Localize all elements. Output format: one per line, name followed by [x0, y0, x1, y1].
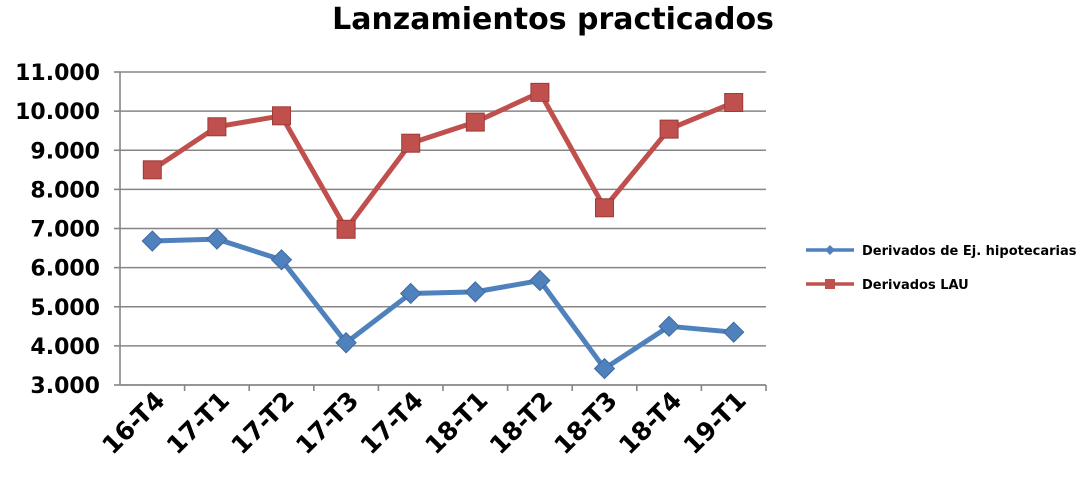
y-tick-label: 4.000	[30, 335, 100, 360]
data-point	[529, 269, 551, 292]
x-tick-label: 16-T4	[96, 386, 170, 460]
y-tick-labels: 3.000 4.000 5.000 6.000 7.000 8.000 9.000 10.00…	[15, 61, 100, 399]
data-point	[659, 119, 679, 139]
y-tick-label: 11.000	[15, 61, 100, 86]
y-tick-label: 6.000	[30, 257, 100, 282]
y-tick-label: 8.000	[30, 178, 100, 203]
axes	[114, 71, 767, 391]
data-point	[724, 93, 744, 113]
legend: Derivados de Ej. hipotecarias Derivados L…	[806, 244, 1077, 293]
data-point	[399, 282, 422, 305]
y-tick-label: 9.000	[30, 139, 100, 164]
y-tick-label: 7.000	[30, 218, 100, 243]
legend-label: Derivados de Ej. hipotecarias	[862, 244, 1077, 259]
x-tick-label: 17-T4	[355, 386, 429, 460]
data-point	[593, 357, 616, 380]
legend-marker-square	[825, 279, 835, 289]
data-point	[722, 321, 745, 343]
x-tick-label: 17-T2	[226, 386, 300, 460]
legend-label: Derivados LAU	[862, 278, 969, 293]
y-tick-label: 10.000	[15, 100, 100, 125]
y-tick-label: 5.000	[30, 296, 100, 321]
chart-title: Lanzamientos practicados	[332, 2, 774, 37]
data-point	[207, 117, 227, 137]
data-point	[401, 133, 421, 153]
data-point	[270, 249, 293, 271]
data-point	[658, 315, 680, 338]
series-line-0	[152, 236, 734, 372]
data-point	[465, 112, 485, 132]
data-point	[142, 160, 162, 180]
data-point	[141, 230, 164, 252]
x-tick-label: 18-T2	[484, 386, 558, 460]
data-point	[272, 106, 291, 126]
data-point	[464, 281, 487, 303]
data-point	[530, 82, 550, 102]
x-tick-label: 18-T3	[549, 386, 623, 460]
x-tick-label: 17-T1	[161, 386, 235, 460]
y-tick-label: 3.000	[30, 374, 100, 399]
x-tick-label: 18-T4	[613, 386, 687, 460]
x-tick-label: 19-T1	[678, 386, 752, 460]
legend-marker-diamond	[825, 245, 835, 255]
x-tick-label: 18-T1	[419, 386, 493, 460]
x-tick-labels: 16-T417-T117-T217-T317-T418-T118-T218-T3…	[96, 386, 752, 460]
data-point	[335, 332, 357, 354]
x-tick-label: 17-T3	[290, 386, 364, 460]
series-lines	[141, 82, 745, 380]
data-point	[595, 198, 614, 218]
series-line-1	[150, 89, 735, 232]
data-point	[206, 228, 228, 250]
data-point	[336, 219, 356, 239]
